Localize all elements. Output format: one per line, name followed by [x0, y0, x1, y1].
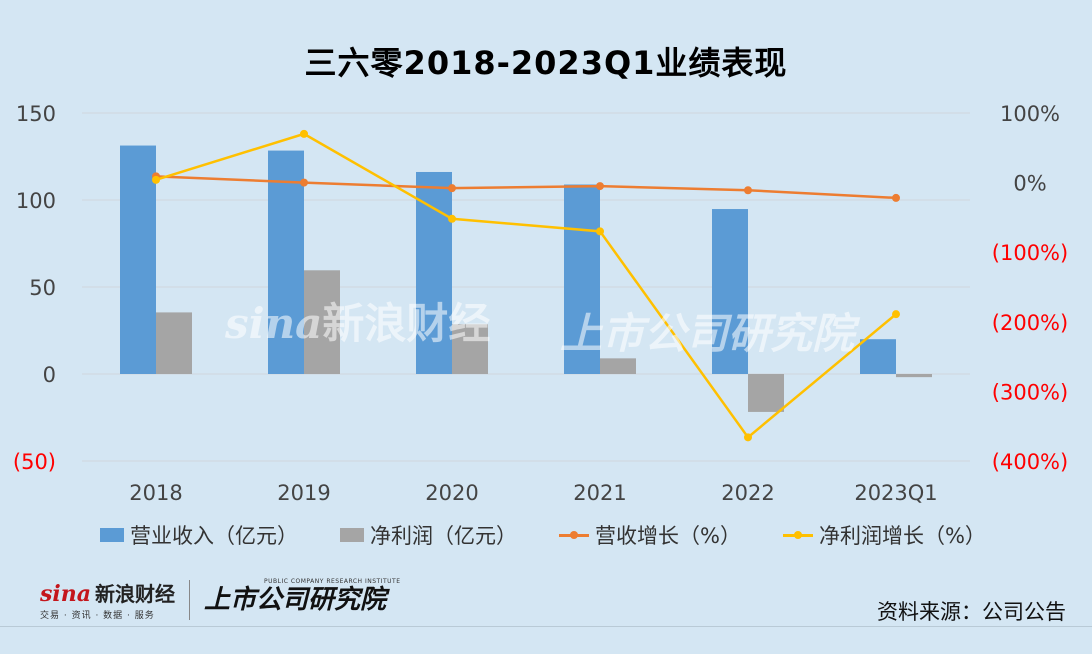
left-axis-tick-label: 50: [29, 276, 56, 300]
legend: 营业收入（亿元） 净利润（亿元） 营收增长（%） 净利润增长（%）: [100, 520, 1028, 550]
legend-label-revenue: 营业收入（亿元）: [130, 524, 298, 548]
legend-label-profit-growth: 净利润增长（%）: [818, 524, 986, 548]
sina-logo-word: sina: [40, 581, 91, 607]
logo-separator: [189, 580, 190, 620]
line-revenue-growth-point: [744, 186, 752, 195]
x-axis-tick-label: 2023Q1: [854, 481, 937, 505]
right-axis-tick-label: 100%: [1000, 102, 1060, 126]
bar-profit: [304, 270, 340, 374]
bar-profit: [600, 358, 636, 374]
bar-profit: [748, 374, 784, 412]
sina-logo-cn: 新浪财经: [95, 582, 175, 606]
line-profit-growth-point: [152, 175, 160, 184]
x-axis-tick-label: 2022: [721, 481, 774, 505]
legend-swatch-revenue-growth: [559, 528, 589, 542]
x-axis-tick-label: 2018: [129, 481, 182, 505]
x-axis-tick-label: 2021: [573, 481, 626, 505]
legend-swatch-revenue: [100, 528, 124, 542]
line-profit-growth-point: [892, 310, 900, 319]
institute-logo: PUBLIC COMPANY RESEARCH INSTITUTE 上市公司研究…: [204, 578, 400, 615]
bar-profit: [896, 374, 932, 378]
bar-revenue: [860, 339, 896, 374]
x-axis-tick-label: 2019: [277, 481, 330, 505]
legend-item-revenue-growth: 营收增长（%）: [559, 520, 741, 550]
line-revenue-growth-point: [892, 193, 900, 202]
chart-title: 三六零2018-2023Q1业绩表现: [304, 44, 788, 82]
line-revenue-growth-point: [300, 178, 308, 187]
footer-divider: [0, 626, 1092, 627]
institute-logo-en: PUBLIC COMPANY RESEARCH INSTITUTE: [264, 578, 401, 585]
institute-logo-cn: 上市公司研究院: [204, 585, 387, 615]
x-axis-tick-label: 2020: [425, 481, 478, 505]
right-axis-tick-label: (200%): [992, 311, 1068, 335]
right-axis-tick-label: (100%): [992, 241, 1068, 265]
line-profit-growth-point: [300, 129, 308, 138]
legend-label-revenue-growth: 营收增长（%）: [595, 524, 741, 548]
line-revenue-growth-point: [448, 184, 456, 193]
line-revenue-growth-point: [596, 182, 604, 191]
line-profit-growth-point: [448, 214, 456, 223]
line-profit-growth-point: [744, 433, 752, 442]
bar-revenue: [712, 209, 748, 374]
left-axis-tick-label: (50): [13, 450, 56, 474]
left-axis-tick-label: 150: [16, 102, 56, 126]
sina-finance-logo: sina 新浪财经 交易 · 资讯 · 数据 · 服务: [40, 578, 175, 621]
line-profit-growth: [155, 132, 897, 440]
bar-profit: [156, 312, 192, 374]
bar-revenue: [120, 145, 156, 374]
sina-logo-tagline: 交易 · 资讯 · 数据 · 服务: [40, 611, 155, 621]
legend-item-revenue: 营业收入（亿元）: [100, 520, 298, 550]
line-revenue-growth: [155, 175, 897, 200]
legend-label-profit: 净利润（亿元）: [370, 524, 517, 548]
legend-item-profit-growth: 净利润增长（%）: [782, 520, 986, 550]
bar-revenue: [416, 171, 452, 374]
footer-logos: sina 新浪财经 交易 · 资讯 · 数据 · 服务 PUBLIC COMPA…: [40, 578, 400, 621]
bar-profit: [452, 324, 488, 374]
legend-swatch-profit-growth: [782, 528, 813, 542]
legend-item-profit: 净利润（亿元）: [340, 520, 517, 550]
left-axis-tick-label: 0: [43, 363, 56, 387]
source-note: 资料来源：公司公告: [877, 600, 1066, 624]
right-axis-tick-label: (300%): [992, 380, 1068, 404]
right-axis-tick-label: 0%: [1013, 172, 1046, 196]
right-axis-tick-label: (400%): [992, 450, 1068, 474]
bar-revenue: [268, 150, 304, 374]
line-profit-growth-point: [596, 227, 604, 236]
legend-swatch-profit: [340, 528, 364, 542]
bar-revenue: [564, 184, 600, 374]
left-axis-tick-label: 100: [16, 189, 56, 213]
